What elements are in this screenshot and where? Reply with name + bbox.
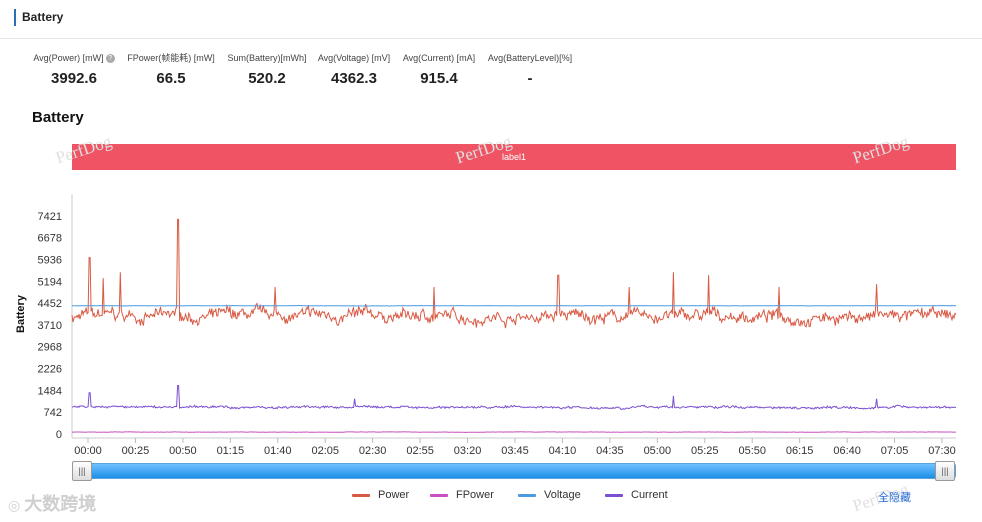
stat-value: 3992.6 — [51, 70, 97, 87]
stat-avg-voltage: Avg(Voltage) [mV] 4362.3 — [316, 50, 392, 87]
x-tick-label: 03:20 — [454, 445, 482, 457]
legend-label: Current — [631, 489, 668, 501]
panel-header: Battery — [0, 0, 982, 39]
y-tick-label: 3710 — [38, 320, 62, 332]
brand-watermark: ◎ 大数跨境 — [8, 490, 96, 516]
y-tick-label: 7421 — [38, 211, 62, 223]
x-tick-label: 00:25 — [122, 445, 150, 457]
stat-avg-power: Avg(Power) [mW]? 3992.6 — [32, 50, 116, 87]
chart-legend: Power FPower Voltage Current — [0, 489, 982, 507]
stat-label: Avg(Power) [mW] — [33, 53, 104, 63]
panel-title: Battery — [22, 10, 64, 24]
stat-avg-battery-level: Avg(BatteryLevel)[%] - — [486, 50, 574, 87]
x-tick-label: 01:15 — [217, 445, 245, 457]
x-tick-label: 02:30 — [359, 445, 387, 457]
y-tick-label: 5194 — [38, 276, 62, 288]
stat-avg-current: Avg(Current) [mA] 915.4 — [402, 50, 476, 87]
legend-swatch — [518, 493, 536, 497]
y-tick-label: 0 — [56, 429, 62, 441]
y-tick-label: 6678 — [38, 233, 62, 245]
stat-label: Avg(BatteryLevel)[%] — [487, 53, 573, 63]
legend-item-voltage[interactable]: Voltage — [518, 489, 581, 501]
stat-fpower: FPower(帧能耗) [mW] 66.5 — [126, 50, 216, 87]
stat-label: Avg(Current) [mA] — [402, 53, 476, 63]
legend-item-current[interactable]: Current — [605, 489, 668, 501]
series-line-voltage — [71, 304, 957, 307]
legend-label: Power — [378, 489, 410, 501]
x-tick-label: 00:50 — [169, 445, 197, 457]
stat-label: Avg(Voltage) [mV] — [317, 53, 391, 63]
label-band[interactable]: label1 — [72, 144, 956, 170]
series-line-power — [71, 218, 957, 329]
stat-label: Sum(Battery)[mWh] — [227, 53, 307, 63]
legend-swatch — [605, 493, 623, 497]
zoom-slider-right-handle[interactable]: ||| — [935, 461, 955, 481]
x-tick-label: 02:55 — [406, 445, 434, 457]
stats-row: Avg(Power) [mW]? 3992.6 FPower(帧能耗) [mW]… — [0, 50, 982, 100]
x-tick-label: 00:00 — [74, 445, 102, 457]
legend-item-fpower[interactable]: FPower — [430, 489, 494, 501]
x-tick-label: 06:15 — [786, 445, 814, 457]
legend-swatch — [430, 493, 448, 497]
stat-value: 4362.3 — [331, 70, 377, 87]
x-tick-label: 07:30 — [928, 445, 956, 457]
x-tick-label: 05:00 — [644, 445, 672, 457]
y-tick-label: 2968 — [38, 342, 62, 354]
zoom-slider-left-handle[interactable]: ||| — [72, 461, 92, 481]
x-tick-label: 05:25 — [691, 445, 719, 457]
hide-all-button[interactable]: 全隐藏 — [878, 492, 911, 504]
y-tick-label: 742 — [44, 407, 62, 419]
stat-value: 520.2 — [248, 70, 286, 87]
legend-swatch — [352, 493, 370, 497]
y-axis-label: Battery — [15, 294, 27, 333]
x-tick-label: 01:40 — [264, 445, 292, 457]
stat-label: FPower(帧能耗) [mW] — [127, 53, 215, 63]
x-tick-label: 07:05 — [881, 445, 909, 457]
x-tick-label: 06:40 — [833, 445, 861, 457]
series-line-current — [72, 385, 957, 411]
brand-text: 大数跨境 — [24, 494, 97, 514]
zoom-slider-track[interactable] — [72, 463, 956, 479]
y-tick-label: 1484 — [38, 385, 62, 397]
y-tick-label: 4452 — [38, 298, 62, 310]
header-accent-bar — [14, 9, 16, 26]
legend-item-power[interactable]: Power — [352, 489, 409, 501]
battery-chart[interactable]: 0 742 1484 2226 2968 3710 4452 5194 5936 6678 7421… — [0, 180, 982, 460]
x-tick-label: 05:50 — [738, 445, 766, 457]
chart-section-title: Battery — [32, 109, 84, 126]
y-tick-label: 5936 — [38, 254, 62, 266]
help-icon[interactable]: ? — [105, 54, 115, 64]
x-tick-label: 04:35 — [596, 445, 624, 457]
y-tick-label: 2226 — [38, 364, 62, 376]
x-tick-label: 03:45 — [501, 445, 529, 457]
series-line-fpower — [72, 431, 956, 434]
stat-value: 66.5 — [156, 70, 186, 87]
stat-value: 915.4 — [420, 70, 458, 87]
legend-label: Voltage — [544, 489, 581, 501]
x-tick-label: 04:10 — [549, 445, 577, 457]
stat-value: - — [527, 70, 533, 87]
x-tick-label: 02:05 — [311, 445, 339, 457]
stat-sum-battery: Sum(Battery)[mWh] 520.2 — [226, 50, 308, 87]
legend-label: FPower — [456, 489, 494, 501]
brand-logo-icon: ◎ — [8, 497, 21, 513]
